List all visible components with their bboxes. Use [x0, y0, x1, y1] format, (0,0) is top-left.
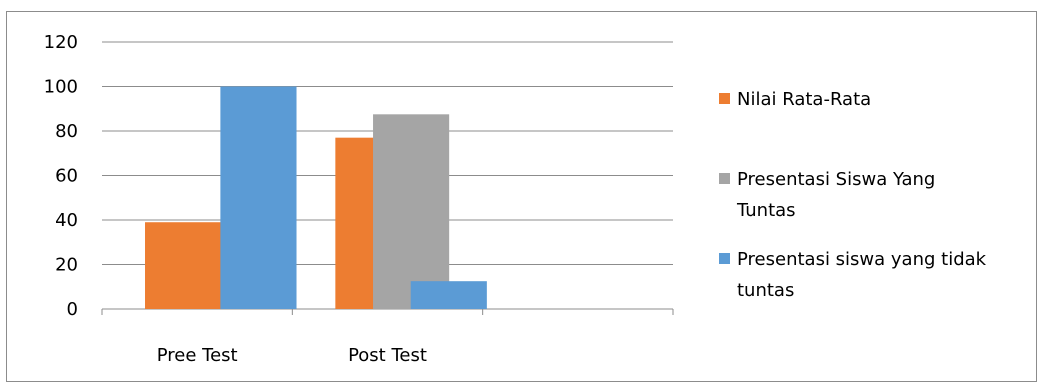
bar-s0-c0: [145, 222, 222, 309]
bar-s2-c1: [410, 281, 487, 309]
legend-label-2-line-1: tuntas: [737, 280, 794, 301]
x-tick-label-0: Pree Test: [157, 345, 238, 366]
legend-swatch-1: [719, 173, 730, 184]
y-tick-label-1: 20: [55, 255, 78, 276]
legend-swatch-0: [719, 93, 730, 104]
bar-s2-c0: [220, 86, 297, 309]
legend-label-1-line-0: Presentasi Siswa Yang: [737, 169, 935, 190]
y-tick-label-5: 100: [44, 77, 78, 98]
legend-label-0-line-0: Nilai Rata-Rata: [737, 89, 871, 110]
legend-label-2-line-0: Presentasi siswa yang tidak: [737, 249, 987, 270]
y-tick-label-2: 40: [55, 210, 78, 231]
y-tick-label-6: 120: [44, 32, 78, 53]
x-tick-label-1: Post Test: [348, 345, 427, 366]
legend-label-1-line-1: Tuntas: [736, 200, 796, 221]
y-tick-label-4: 80: [55, 121, 78, 142]
legend-swatch-2: [719, 253, 730, 264]
y-tick-label-0: 0: [67, 299, 78, 320]
chart-frame: [6, 11, 1037, 382]
bar-s1-c1: [373, 114, 450, 309]
y-tick-label-3: 60: [55, 166, 78, 187]
